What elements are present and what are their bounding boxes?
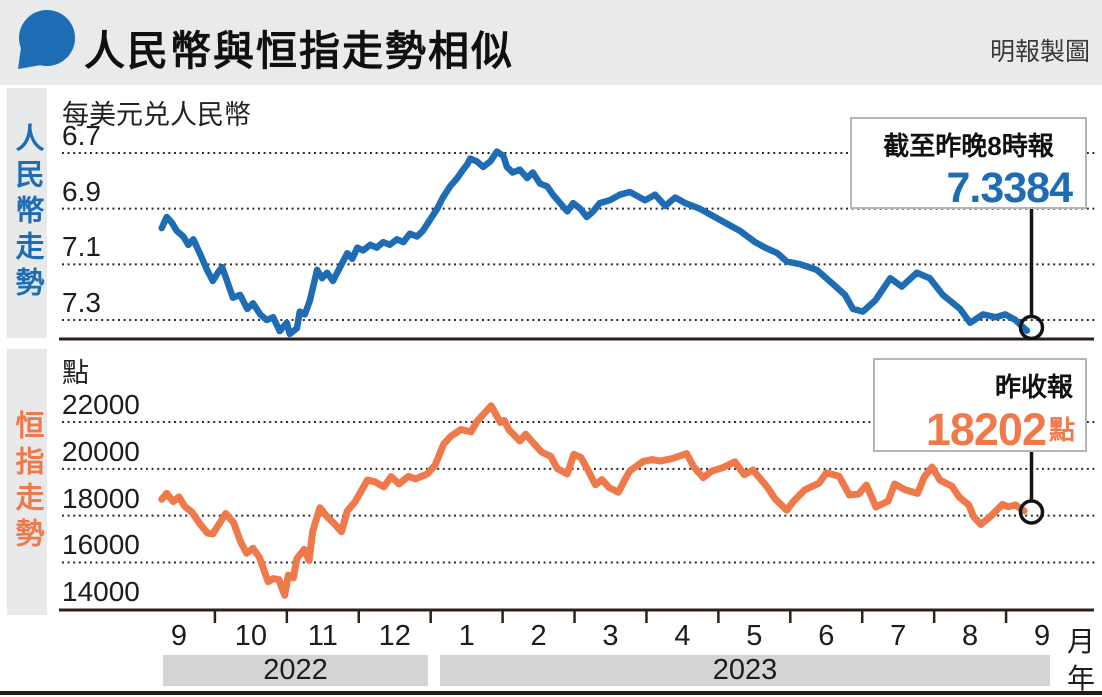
month-suffix-label: 月 bbox=[1066, 626, 1096, 657]
hsi-endpoint-marker bbox=[1018, 499, 1045, 525]
cny-callout-box: 截至昨晚8時報 7.3384 bbox=[850, 117, 1087, 212]
x-axis-month-label: 12 bbox=[378, 620, 411, 652]
hsi-callout-box: 昨收報 18202 點 bbox=[873, 358, 1087, 455]
x-axis-month-label: 2 bbox=[530, 620, 547, 652]
hsi-trend-line bbox=[158, 402, 1028, 599]
x-axis-month-label: 10 bbox=[234, 620, 268, 652]
x-axis-month-label: 8 bbox=[962, 620, 979, 652]
bottom-rule bbox=[0, 691, 1102, 695]
header-band bbox=[0, 0, 1102, 85]
x-axis-month-label: 6 bbox=[818, 620, 835, 652]
cny-side-band: 人民幣走勢 bbox=[7, 88, 47, 338]
hsi-unit-label: 點 bbox=[62, 358, 89, 388]
y-axis-label: 18000 bbox=[62, 482, 140, 514]
cny-trend-line bbox=[158, 148, 1031, 338]
speech-bubble-icon bbox=[18, 10, 75, 69]
x-axis-month-label: 11 bbox=[307, 620, 338, 652]
y-axis-label: 16000 bbox=[62, 529, 140, 561]
cny-callout-value: 7.3384 bbox=[946, 164, 1073, 212]
x-axis-month-label: 1 bbox=[458, 620, 475, 652]
year-bar-2023: 2023 bbox=[440, 654, 1050, 686]
hsi-side-band: 恒指走勢 bbox=[7, 349, 47, 615]
hsi-callout-value: 18202 bbox=[925, 404, 1047, 455]
x-axis-month-label: 9 bbox=[170, 620, 188, 652]
x-axis-month-label: 4 bbox=[674, 620, 691, 652]
x-axis-month-label: 9 bbox=[1033, 620, 1051, 652]
page-title: 人民幣與恒指走勢相似 bbox=[84, 28, 514, 74]
y-axis-label: 7.1 bbox=[62, 231, 101, 263]
hsi-callout-label: 昨收報 bbox=[994, 372, 1073, 402]
cny-endpoint-marker bbox=[1018, 314, 1045, 341]
x-axis-month-label: 7 bbox=[890, 620, 907, 652]
x-axis-ticks bbox=[213, 611, 1008, 623]
x-axis-month-label: 3 bbox=[602, 620, 619, 652]
y-axis-label: 20000 bbox=[62, 435, 140, 467]
year-suffix-label: 年 bbox=[1066, 663, 1096, 694]
y-axis-label: 6.9 bbox=[62, 175, 101, 207]
y-axis-label: 7.3 bbox=[62, 286, 101, 318]
y-axis-label: 22000 bbox=[62, 389, 140, 420]
hsi-callout-value-unit: 點 bbox=[1048, 414, 1075, 445]
year-bar-2022: 2022 bbox=[163, 654, 428, 686]
credit-label: 明報製圖 bbox=[989, 38, 1090, 66]
cny-callout-label: 截至昨晚8時報 bbox=[883, 131, 1054, 161]
hsi-side-label: 恒指走勢 bbox=[11, 410, 43, 554]
y-axis-label: 14000 bbox=[62, 576, 140, 608]
cny-side-label: 人民幣走勢 bbox=[11, 123, 43, 303]
x-axis-month-label: 5 bbox=[746, 620, 763, 652]
cny-unit-label: 每美元兑人民幣 bbox=[62, 100, 251, 130]
y-axis-label: 6.7 bbox=[62, 120, 101, 151]
